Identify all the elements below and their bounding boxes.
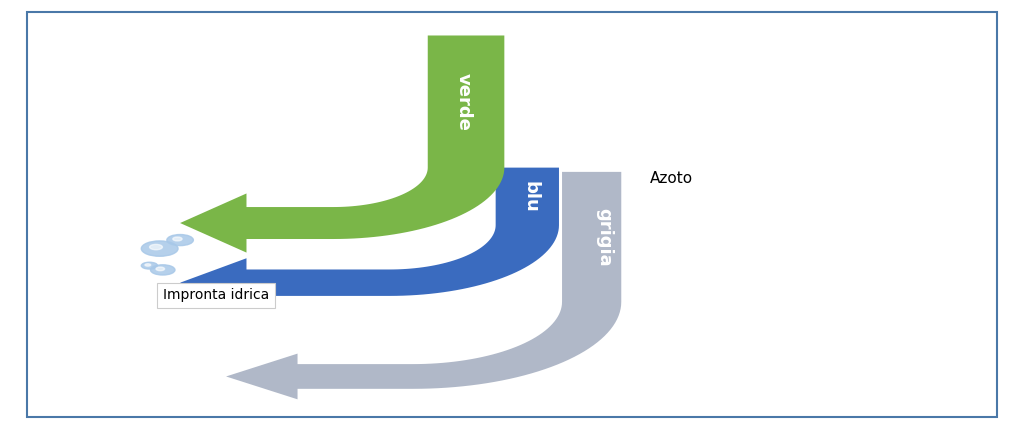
Text: Azoto: Azoto (650, 171, 693, 186)
Text: blu: blu (521, 181, 540, 212)
Circle shape (150, 245, 163, 250)
Polygon shape (226, 172, 622, 399)
Circle shape (151, 265, 175, 275)
Polygon shape (180, 36, 505, 253)
Circle shape (145, 264, 151, 266)
Circle shape (167, 235, 194, 246)
Text: verde: verde (455, 73, 473, 130)
Text: Impronta idrica: Impronta idrica (163, 288, 269, 302)
Polygon shape (180, 168, 559, 307)
Circle shape (173, 237, 182, 241)
Circle shape (141, 241, 178, 256)
Circle shape (156, 267, 165, 271)
Circle shape (141, 262, 158, 269)
Text: grigia: grigia (595, 208, 613, 266)
